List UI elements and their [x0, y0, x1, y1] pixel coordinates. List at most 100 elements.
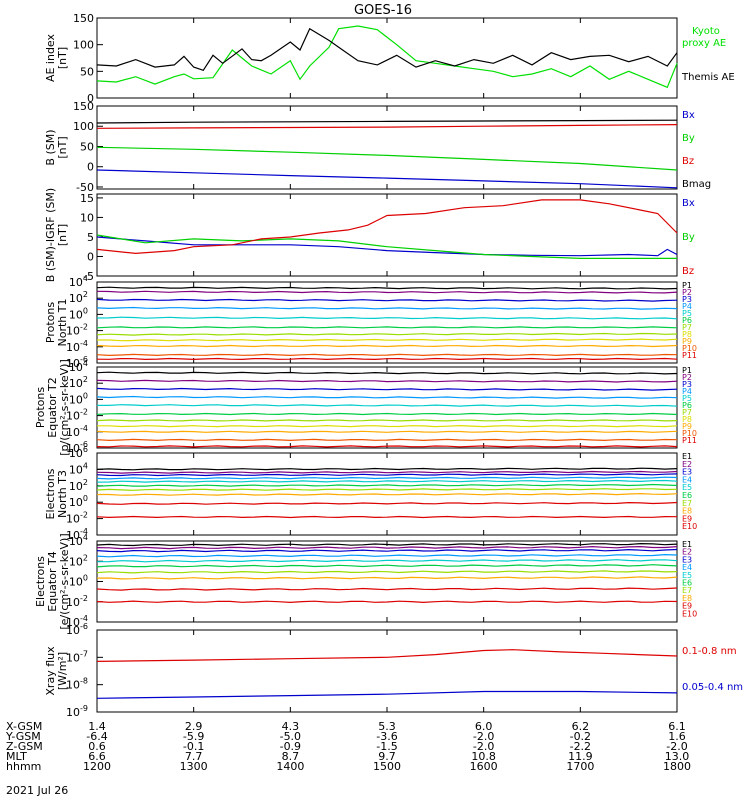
footer-value: 13.0: [665, 750, 690, 763]
legend-label: P11: [682, 351, 697, 360]
series-line-p5: [96, 316, 678, 320]
legend-label: E8: [682, 507, 692, 516]
series-line-p1: [96, 286, 678, 290]
footer-value: -2.0: [473, 740, 494, 753]
legend-label: P8: [682, 330, 692, 339]
y-axis-label: North T1: [56, 299, 69, 347]
y-tick-label: -50: [76, 181, 94, 194]
panel-xray: 10-6 10-7 10-8 10-9 Xray flux [W/m²] 0.1-0.8 n…: [44, 622, 743, 719]
y-axis-label: AE index: [44, 33, 57, 82]
footer-row-label: Z-GSM: [6, 740, 43, 753]
footer-value: 2.9: [185, 720, 203, 733]
y-axis-label: Electrons: [44, 468, 57, 519]
series-line-0-05-0-4-nm: [96, 690, 678, 699]
footer-row-label: X-GSM: [6, 720, 42, 733]
series-line-e3: [96, 548, 678, 553]
y-tick-label: 5: [87, 231, 94, 244]
y-axis-label: Protons: [44, 302, 57, 343]
chart-title: GOES-16: [354, 3, 412, 18]
series-line-bx: [96, 169, 678, 189]
legend-label: Bz: [682, 266, 694, 277]
legend-label: E4: [682, 563, 692, 572]
y-axis-label: Electrons: [34, 556, 47, 607]
legend-label: Bx: [682, 110, 695, 121]
legend-label: By: [682, 232, 695, 243]
series-line-e2: [96, 545, 678, 550]
legend-label: P5: [682, 309, 692, 318]
legend-label: E2: [682, 460, 692, 469]
series-line-p8: [97, 424, 678, 428]
legend-label: P5: [682, 394, 692, 403]
footer-value: 1.6: [668, 730, 686, 743]
y-tick-label: 10: [80, 211, 94, 224]
series-line-p5: [97, 404, 678, 407]
series-line-bx: [96, 236, 678, 257]
y-axis-label: [nT]: [56, 47, 69, 69]
footer-value: 4.3: [282, 720, 300, 733]
y-axis-label: Protons: [34, 387, 47, 428]
footer-value: -1.5: [376, 740, 397, 753]
series-line-bz: [96, 124, 678, 129]
legend-label: P1: [682, 366, 692, 375]
footer-value: -0.1: [183, 740, 204, 753]
series-line-p1: [96, 371, 678, 375]
y-tick-label: 100: [69, 574, 88, 589]
series-line-p6: [96, 412, 678, 416]
footer-value: 9.7: [378, 750, 396, 763]
legend-label: P9: [682, 337, 692, 346]
y-axis-label: Equator T4: [46, 551, 59, 611]
y-tick-label: 104: [69, 359, 88, 374]
legend-label: P3: [682, 380, 692, 389]
y-tick-label: -5: [83, 270, 94, 283]
legend-label: Kyoto: [692, 26, 720, 37]
y-tick-label: 0: [87, 250, 94, 263]
series-line-e1: [96, 467, 678, 471]
y-tick-label: 102: [69, 375, 88, 390]
legend-label: E9: [682, 602, 692, 611]
series-line-0-1-0-8-nm: [96, 649, 678, 662]
series-line-themis-ae: [96, 27, 678, 72]
y-tick-label: 102: [69, 478, 88, 493]
series-line-p9: [96, 344, 678, 348]
series-line-p11: [96, 357, 678, 361]
footer-value: -3.6: [376, 730, 397, 743]
legend-label: E6: [682, 579, 692, 588]
series-line-e8: [97, 492, 678, 496]
series-line-p7: [96, 419, 678, 422]
footer-value: -0.9: [280, 740, 301, 753]
y-axis-label: B (SM)-IGRF (SM): [44, 188, 57, 282]
legend-label: P10: [682, 429, 697, 438]
y-tick-label: 104: [69, 274, 88, 289]
legend-label: P2: [682, 373, 692, 382]
y-axis-label: North T3: [56, 470, 69, 518]
series-line-e6: [96, 483, 678, 487]
series-line-p2: [96, 290, 678, 294]
y-tick-label: 10-7: [66, 649, 88, 664]
legend-label: E1: [682, 452, 692, 461]
footer-value: 11.9: [568, 750, 593, 763]
y-tick-label: 0: [87, 92, 94, 105]
y-tick-label: 100: [69, 494, 88, 509]
y-tick-label: 10-9: [66, 704, 88, 719]
y-axis-label: B (SM): [44, 129, 57, 165]
legend-label: E5: [682, 483, 692, 492]
y-tick-label: 100: [69, 391, 88, 406]
legend-label: P10: [682, 344, 697, 353]
legend-label: E3: [682, 468, 692, 477]
footer-value: -5.0: [280, 730, 301, 743]
series-line-p4: [96, 395, 678, 399]
legend-label: Bmag: [682, 179, 711, 190]
legend-label: E4: [682, 475, 692, 484]
footer-value: 1300: [180, 760, 208, 773]
series-line-by: [96, 146, 678, 171]
y-tick-label: 15: [80, 192, 94, 205]
footer-row-label: MLT: [6, 750, 27, 763]
legend-label: E7: [682, 499, 692, 508]
y-axis-label: [nT]: [56, 224, 69, 246]
legend-label: E8: [682, 594, 692, 603]
panel-frame: [96, 193, 678, 277]
series-line-kyoto-proxy-ae: [96, 25, 678, 89]
